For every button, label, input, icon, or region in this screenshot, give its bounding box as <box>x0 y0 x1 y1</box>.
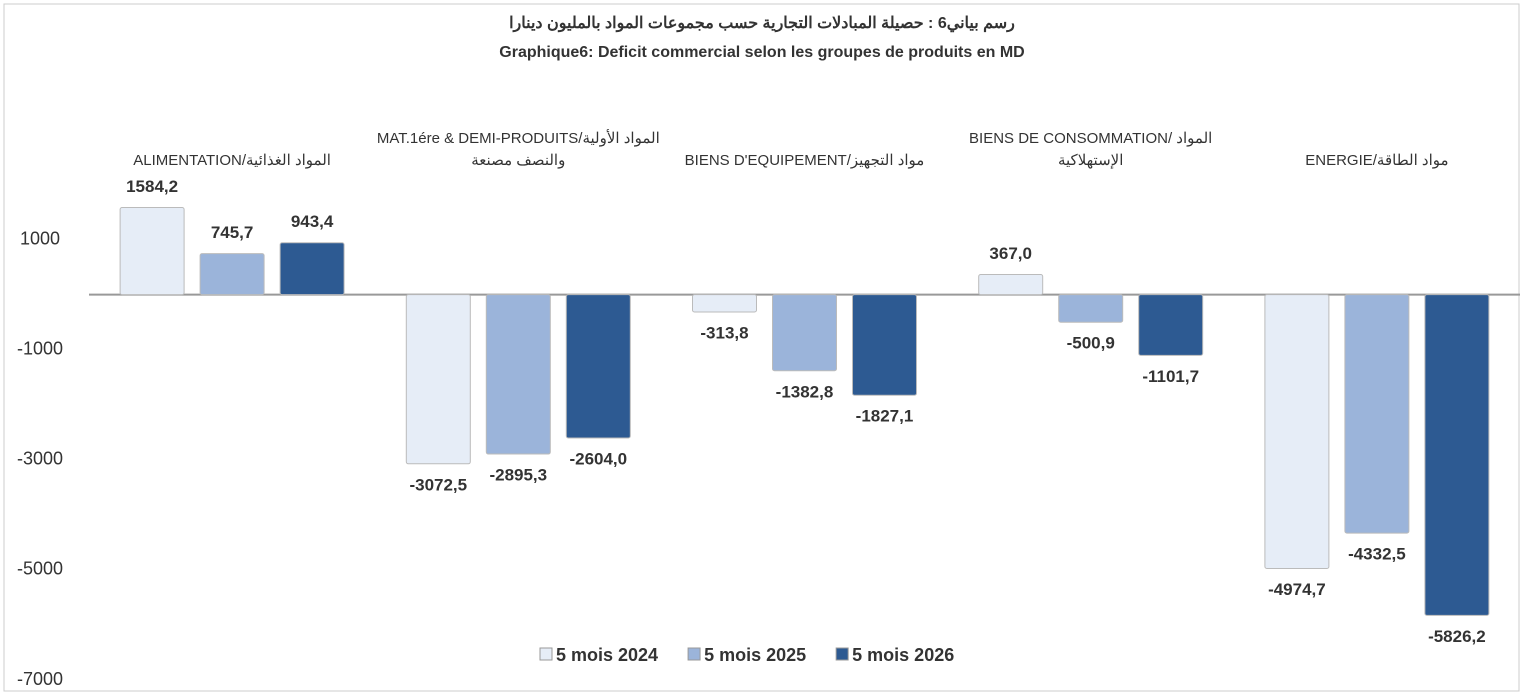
value-label: -4332,5 <box>1348 545 1406 564</box>
bar <box>1344 294 1410 534</box>
chart-title: رسم بياني6 : حصيلة المبادلات التجارية حس… <box>509 15 1015 33</box>
bar <box>852 294 917 396</box>
category-label: BIENS DE CONSOMMATION/ المواد الإستهلاكي… <box>969 130 1213 169</box>
bar <box>199 253 265 296</box>
category-label: ENERGIE/مواد الطاقة <box>1305 152 1449 169</box>
legend-swatch <box>539 647 553 661</box>
value-label: 1584,2 <box>126 177 178 196</box>
value-label: -4974,7 <box>1268 580 1326 599</box>
bar <box>485 294 551 455</box>
value-label: -1101,7 <box>1142 367 1199 386</box>
bar <box>119 206 185 296</box>
y-tick-label: -5000 <box>17 559 63 579</box>
bar <box>1424 294 1490 616</box>
value-label: -313,8 <box>700 323 748 342</box>
legend-label: 5 mois 2024 <box>556 645 658 665</box>
bar <box>279 242 345 296</box>
value-label: 367,0 <box>989 244 1032 263</box>
y-tick-label: -1000 <box>17 338 63 358</box>
value-label: -500,9 <box>1067 334 1115 353</box>
category-label: BIENS D'EQUIPEMENT/مواد التجهيز <box>684 152 925 169</box>
legend-label: 5 mois 2026 <box>852 645 954 665</box>
y-tick-label: 1000 <box>20 228 60 248</box>
bar <box>772 294 837 372</box>
legend-label: 5 mois 2025 <box>704 645 806 665</box>
value-label: -5826,2 <box>1428 627 1486 646</box>
value-label: 943,4 <box>291 212 334 231</box>
y-tick-label: -3000 <box>17 449 63 469</box>
bar <box>1058 294 1124 323</box>
legend-swatch <box>687 647 701 661</box>
value-label: -1827,1 <box>856 407 914 426</box>
legend-swatch <box>835 647 849 661</box>
bar <box>405 294 471 465</box>
category-label: ALIMENTATION/المواد الغذائية <box>133 152 331 169</box>
value-label: -2604,0 <box>569 449 627 468</box>
bar <box>1138 294 1204 356</box>
bar <box>978 273 1044 296</box>
chart-subtitle: Graphique6: Deficit commercial selon les… <box>499 44 1024 61</box>
value-label: -1382,8 <box>776 382 834 401</box>
y-tick-label: -7000 <box>17 669 63 689</box>
value-label: 745,7 <box>211 223 254 242</box>
bar <box>1264 294 1330 570</box>
category-label: MAT.1ére & DEMI-PRODUITS/المواد الأولية … <box>376 130 660 169</box>
value-label: -3072,5 <box>409 475 467 494</box>
bar <box>565 294 631 439</box>
bar <box>692 294 757 313</box>
value-label: -2895,3 <box>489 466 547 485</box>
